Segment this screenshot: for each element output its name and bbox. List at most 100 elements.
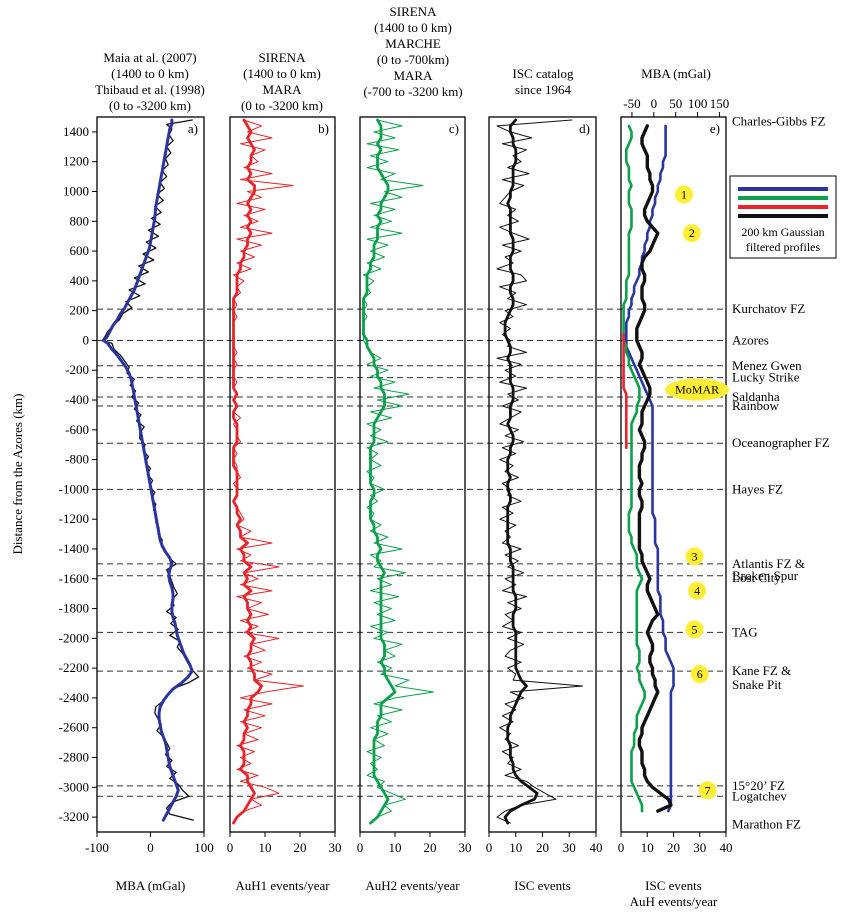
header-a-line-1: Maia at al. (2007) bbox=[103, 50, 196, 65]
marker-circle-1 bbox=[675, 185, 693, 204]
y-tick-label-7: 0 bbox=[83, 332, 90, 347]
feature-label-8: Hayes FZ bbox=[732, 481, 783, 496]
x-axis-label: AuH1 events/year bbox=[235, 878, 330, 893]
top-tick-label: 50 bbox=[669, 96, 682, 111]
x-tick-label: 30 bbox=[329, 840, 342, 855]
panel-frame bbox=[96, 116, 205, 833]
header-b-line-4: (0 to -3200 km) bbox=[241, 98, 323, 113]
feature-label-13: 15°20’ FZ bbox=[732, 778, 785, 793]
header-e: MBA (mGal) bbox=[641, 66, 711, 81]
series-black-0 bbox=[101, 119, 200, 821]
panel-frame bbox=[229, 116, 336, 833]
y-tick-label-10: -600 bbox=[65, 422, 89, 437]
header-b-line-2: (1400 to 0 km) bbox=[243, 66, 321, 81]
x-axis-label: ISC events bbox=[514, 878, 571, 893]
y-tick-label-11: -800 bbox=[65, 452, 89, 467]
y-tick-label-5: 400 bbox=[70, 273, 90, 288]
feature-label-11: TAG bbox=[732, 624, 758, 639]
momar-label: MoMAR bbox=[675, 383, 719, 397]
feature-label-1: Kurchatov FZ bbox=[732, 301, 805, 316]
x-axis-label: ISC events bbox=[645, 878, 702, 893]
feature-label-9: Atlantis FZ & bbox=[732, 556, 805, 571]
y-tick-label-17: -2000 bbox=[59, 630, 89, 645]
header-c-line-3: MARCHE bbox=[385, 36, 441, 51]
header-b-line-3: MARA bbox=[262, 82, 302, 97]
y-tick-label-1: 1200 bbox=[63, 154, 89, 169]
header-c-line-6: (-700 to -3200 km) bbox=[363, 84, 462, 99]
y-tick-label-15: -1600 bbox=[59, 571, 89, 586]
feature-label-0: Charles-Gibbs FZ bbox=[732, 113, 826, 128]
header-b-line-1: SIRENA bbox=[259, 50, 307, 65]
y-tick-label-6: 200 bbox=[70, 303, 90, 318]
panel-b: b) 0 10 20 30 AuH1 events/year bbox=[227, 116, 342, 893]
feature-label-10: Broken Spur bbox=[732, 568, 799, 583]
series-black-3 bbox=[635, 124, 673, 813]
feature-label-7: Oceanographer FZ bbox=[732, 435, 830, 450]
header-d: ISC catalog since 1964 bbox=[512, 66, 574, 97]
x-tick-label: 10 bbox=[389, 840, 402, 855]
header-c-line-2: (1400 to 0 km) bbox=[374, 20, 452, 35]
x-tick-label: 0 bbox=[618, 840, 625, 855]
panel-label: d) bbox=[579, 121, 590, 136]
y-tick-label-21: -2800 bbox=[59, 750, 89, 765]
feature-label-4: Lucky Strike bbox=[732, 370, 800, 385]
legend-text-2: filtered profiles bbox=[746, 240, 821, 254]
y-tick-label-18: -2200 bbox=[59, 660, 89, 675]
header-a-line-3: Thibaud et al. (1998) bbox=[95, 82, 205, 97]
series-green-1 bbox=[362, 118, 397, 825]
series-black-1 bbox=[503, 118, 539, 825]
x-tick-label: -100 bbox=[85, 840, 109, 855]
y-tick-label-3: 800 bbox=[70, 213, 90, 228]
panel-label: b) bbox=[318, 121, 329, 136]
marker-circle-3 bbox=[685, 547, 704, 566]
marker-circle-label-4: 4 bbox=[694, 584, 700, 598]
x-tick-label: 10 bbox=[509, 840, 522, 855]
x-tick-label: 0 bbox=[357, 840, 364, 855]
header-c-line-5: MARA bbox=[393, 68, 433, 83]
feature-label-5: Saldanha bbox=[732, 389, 780, 404]
header-c-line-4: (0 to -700km) bbox=[377, 52, 449, 67]
y-tick-label-14: -1400 bbox=[59, 541, 89, 556]
top-tick-label: 0 bbox=[651, 96, 658, 111]
header-b: SIRENA (1400 to 0 km) MARA (0 to -3200 k… bbox=[241, 50, 323, 113]
y-tick-label-22: -3000 bbox=[59, 779, 89, 794]
y-tick-label-0: 1400 bbox=[63, 124, 89, 139]
top-tick-label: 150 bbox=[710, 96, 730, 111]
marker-circle-label-2: 2 bbox=[689, 226, 695, 240]
x-tick-label: 20 bbox=[667, 840, 680, 855]
marker-circle-4 bbox=[688, 581, 707, 600]
y-axis-label: Distance from the Azores (km) bbox=[10, 393, 25, 554]
x-tick-label: 100 bbox=[194, 840, 214, 855]
panel-c: c) 0 10 20 30 AuH2 events/year bbox=[357, 116, 472, 893]
marker-circle-label-7: 7 bbox=[705, 783, 711, 797]
x-tick-label: 20 bbox=[424, 840, 437, 855]
feature-label-14: Logatchev bbox=[732, 788, 787, 803]
top-tick-label: -50 bbox=[623, 96, 640, 111]
feature-label-12-line2: Snake Pit bbox=[732, 677, 782, 692]
panel-frame bbox=[359, 116, 466, 833]
x-axis-label-2: AuH events/year bbox=[630, 894, 718, 909]
series-black-0 bbox=[496, 119, 584, 824]
y-tick-label-23: -3200 bbox=[59, 809, 89, 824]
y-tick-label-2: 1000 bbox=[63, 183, 89, 198]
x-axis-label: MBA (mGal) bbox=[116, 878, 186, 893]
x-tick-label: 20 bbox=[294, 840, 307, 855]
y-tick-label-8: -200 bbox=[65, 362, 89, 377]
y-tick-label-20: -2600 bbox=[59, 720, 89, 735]
header-d-line-2: since 1964 bbox=[515, 82, 571, 97]
x-tick-label: 0 bbox=[147, 840, 154, 855]
header-a: Maia at al. (2007) (1400 to 0 km) Thibau… bbox=[95, 50, 205, 113]
x-tick-label: 10 bbox=[259, 840, 272, 855]
legend-text-1: 200 km Gaussian bbox=[741, 225, 824, 239]
top-tick-label: 100 bbox=[688, 96, 708, 111]
x-tick-label: 30 bbox=[693, 840, 706, 855]
feature-label-9-line2: Lost City bbox=[732, 570, 781, 585]
panel-label: c) bbox=[449, 121, 459, 136]
x-tick-label: 30 bbox=[563, 840, 576, 855]
x-tick-label: 40 bbox=[720, 840, 733, 855]
series-blue-1 bbox=[101, 118, 194, 822]
panel-frame bbox=[488, 116, 597, 833]
header-c-line-1: SIRENA bbox=[390, 4, 438, 19]
